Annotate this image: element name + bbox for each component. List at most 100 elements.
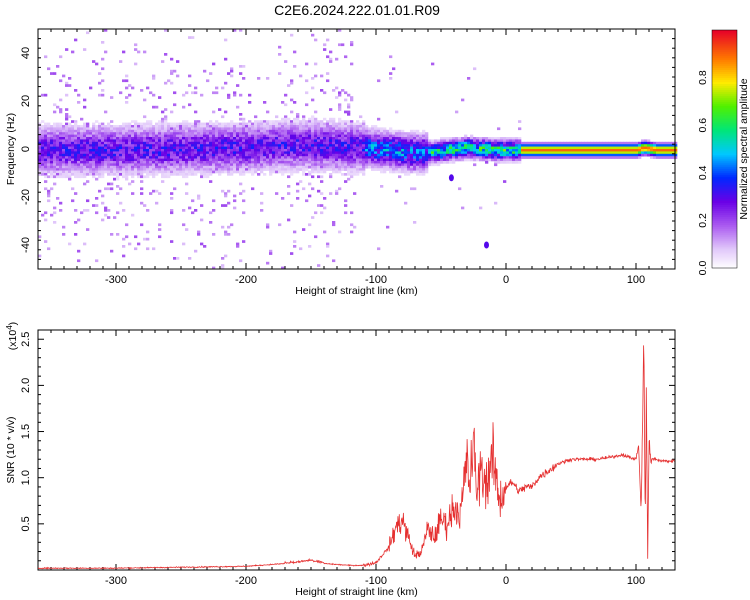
- spectrogram-cell: [374, 127, 378, 131]
- spectrogram-cell: [497, 151, 501, 155]
- spectrogram-cell: [278, 161, 282, 164]
- spectrogram-cell: [62, 149, 66, 152]
- spectrogram-cell: [248, 141, 252, 145]
- spectrogram-cell: [332, 120, 336, 123]
- spectrogram-cell: [530, 149, 534, 152]
- spectrogram-cell: [125, 137, 129, 140]
- spectrogram-cell: [398, 175, 402, 179]
- spectrogram-cell: [425, 144, 429, 147]
- spectrogram-cell: [284, 117, 288, 121]
- spectrogram-cell: [161, 144, 165, 147]
- spectrogram-cell: [518, 141, 522, 145]
- spectrogram-cell: [365, 127, 369, 131]
- spectrogram-cell: [101, 218, 105, 222]
- spectrogram-cell: [356, 153, 360, 157]
- spectrogram-cell: [425, 139, 429, 143]
- spectrogram-cell: [77, 146, 81, 150]
- spectrogram-cell: [149, 127, 153, 131]
- spectrogram-cell: [398, 132, 402, 135]
- spectrogram-cell: [263, 153, 267, 157]
- spectrogram-cell: [38, 134, 42, 138]
- colorbar-step: [712, 127, 737, 130]
- spectrogram-cell: [188, 84, 192, 87]
- spectrogram-cell: [665, 151, 669, 155]
- spectrogram-cell: [326, 38, 330, 42]
- spectrogram-cell: [623, 153, 627, 157]
- snr-series-line: [38, 345, 675, 570]
- spectrogram-cell: [251, 146, 255, 150]
- spectrogram-cell: [596, 153, 600, 157]
- spectrogram-cell: [38, 127, 42, 131]
- spectrogram-cell: [338, 156, 342, 159]
- snr-y-multiplier: (x104): [5, 322, 19, 350]
- spectrogram-cell: [266, 168, 270, 171]
- spectrogram-cell: [404, 161, 408, 164]
- spectrogram-cell: [341, 144, 345, 147]
- spectrogram-cell: [560, 151, 564, 155]
- spectrogram-y-tick-label: -20: [20, 189, 32, 205]
- spectrogram-cell: [392, 146, 396, 150]
- colorbar-step: [712, 224, 737, 227]
- spectrogram-cell: [608, 149, 612, 152]
- spectrogram-cell: [494, 161, 498, 164]
- spectrogram-cell: [290, 79, 294, 83]
- spectrogram-cell: [395, 132, 399, 135]
- spectrogram-cell: [200, 139, 204, 143]
- spectrogram-cell: [248, 134, 252, 138]
- spectrogram-cell: [476, 137, 480, 140]
- spectrogram-cell: [416, 141, 420, 145]
- spectrogram-cell: [212, 129, 216, 133]
- spectrogram-cell: [59, 98, 63, 102]
- spectrogram-cell: [458, 146, 462, 150]
- spectrogram-cell: [41, 153, 45, 157]
- spectrogram-cell: [251, 158, 255, 162]
- colorbar-tick-label: 0.4: [697, 165, 709, 180]
- spectrogram-cell: [281, 117, 285, 121]
- spectrogram-cell: [395, 168, 399, 171]
- spectrogram-cell: [368, 149, 372, 152]
- spectrogram-cell: [380, 168, 384, 171]
- spectrogram-cell: [173, 132, 177, 135]
- spectrogram-cell: [155, 158, 159, 162]
- spectrogram-cell: [362, 173, 366, 176]
- spectrogram-cell: [128, 182, 132, 186]
- spectrogram-cell: [188, 168, 192, 171]
- spectrogram-cell: [299, 125, 303, 128]
- spectrogram-cell: [395, 170, 399, 174]
- spectrogram-cell: [434, 163, 438, 167]
- spectrogram-cell: [506, 139, 510, 143]
- spectrogram-cell: [308, 146, 312, 150]
- colorbar-step: [712, 117, 737, 120]
- spectrogram-cell: [71, 199, 75, 203]
- spectrogram-cell: [56, 127, 60, 131]
- spectrogram-cell: [95, 144, 99, 147]
- spectrogram-cell: [452, 144, 456, 147]
- spectrogram-cell: [206, 141, 210, 145]
- spectrogram-cell: [245, 158, 249, 162]
- spectrogram-cell: [323, 168, 327, 171]
- spectrogram-cell: [278, 129, 282, 133]
- spectrogram-cell: [143, 149, 147, 152]
- spectrogram-cell: [347, 146, 351, 150]
- spectrogram-cell: [44, 165, 48, 169]
- spectrogram-cell: [410, 161, 414, 164]
- spectrogram-cell: [542, 141, 546, 145]
- spectrogram-y-axis-label: Frequency (Hz): [5, 113, 17, 185]
- spectrogram-cell: [353, 141, 357, 145]
- spectrogram-cell: [311, 33, 315, 37]
- spectrogram-cell: [206, 132, 210, 135]
- spectrogram-cell: [668, 141, 672, 145]
- spectrogram-cell: [179, 163, 183, 167]
- spectrogram-cell: [314, 110, 318, 114]
- spectrogram-cell: [53, 122, 57, 126]
- spectrogram-cell: [227, 225, 231, 229]
- spectrogram-cell: [326, 158, 330, 162]
- spectrogram-cell: [290, 204, 294, 207]
- colorbar-step: [712, 71, 737, 75]
- spectrogram-cell: [200, 173, 204, 176]
- spectrogram-cell: [635, 144, 639, 147]
- spectrogram-cell: [236, 161, 240, 164]
- spectrogram-cell: [311, 134, 315, 138]
- spectrogram-cell: [392, 163, 396, 167]
- spectrogram-cell: [539, 149, 543, 152]
